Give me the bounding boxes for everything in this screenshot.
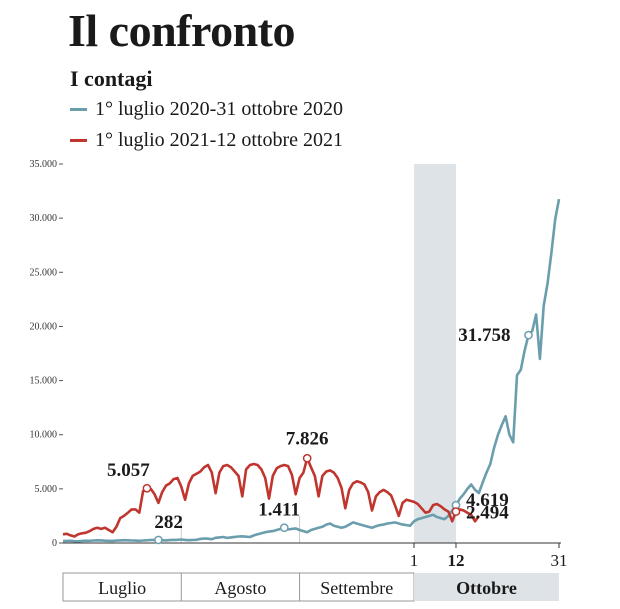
october-axis-band	[414, 573, 559, 601]
y-tick-label-1: 5.000	[35, 484, 58, 495]
marker-6	[524, 330, 533, 340]
month-label-ottobre: Ottobre	[456, 578, 517, 598]
day-tick-label-0: 1	[410, 551, 419, 570]
marker-3	[279, 523, 289, 533]
marker-1	[154, 535, 163, 545]
month-axis-band	[62, 572, 415, 602]
marker-0	[142, 483, 152, 493]
day-tick-label-2: 31	[551, 551, 568, 570]
marker-5	[451, 507, 461, 516]
legend-swatch-2020	[70, 107, 87, 111]
y-tick-label-6: 30.000	[30, 213, 58, 224]
october-highlight-band	[414, 164, 456, 543]
value-label-6: 31.758	[458, 325, 510, 346]
legend-label-2021: 1° luglio 2021-12 ottobre 2021	[95, 129, 343, 151]
series-line-2021	[62, 456, 480, 538]
y-tick-label-7: 35.000	[30, 159, 58, 170]
chart-subtitle: I contagi	[70, 66, 153, 91]
value-label-2: 7.826	[286, 428, 329, 449]
month-label-settembre: Settembre	[320, 578, 393, 598]
value-label-3: 1.411	[258, 500, 300, 521]
y-tick-label-2: 10.000	[30, 430, 58, 441]
value-label-5: 2.494	[466, 503, 509, 524]
legend-item-2021: 1° luglio 2021-12 ottobre 2021	[70, 130, 343, 150]
day-tick-label-1: 12	[447, 551, 464, 570]
month-label-agosto: Agosto	[214, 578, 266, 598]
month-label-luglio: Luglio	[98, 578, 146, 598]
value-label-1: 282	[154, 512, 183, 533]
legend-label-2020: 1° luglio 2020-31 ottobre 2020	[95, 98, 343, 120]
y-tick-label-5: 25.000	[30, 267, 58, 278]
legend-item-2020: 1° luglio 2020-31 ottobre 2020	[70, 99, 343, 119]
value-label-0: 5.057	[107, 460, 150, 481]
y-tick-label-0: 0	[52, 538, 57, 549]
chart-title: Il confronto	[68, 5, 296, 56]
marker-2	[302, 453, 312, 463]
y-tick-label-4: 20.000	[30, 321, 58, 332]
value-label-4: 4.619	[466, 490, 509, 511]
y-tick-label-3: 15.000	[30, 376, 58, 387]
series-line-2020	[62, 198, 561, 543]
legend-swatch-2021	[70, 138, 87, 142]
